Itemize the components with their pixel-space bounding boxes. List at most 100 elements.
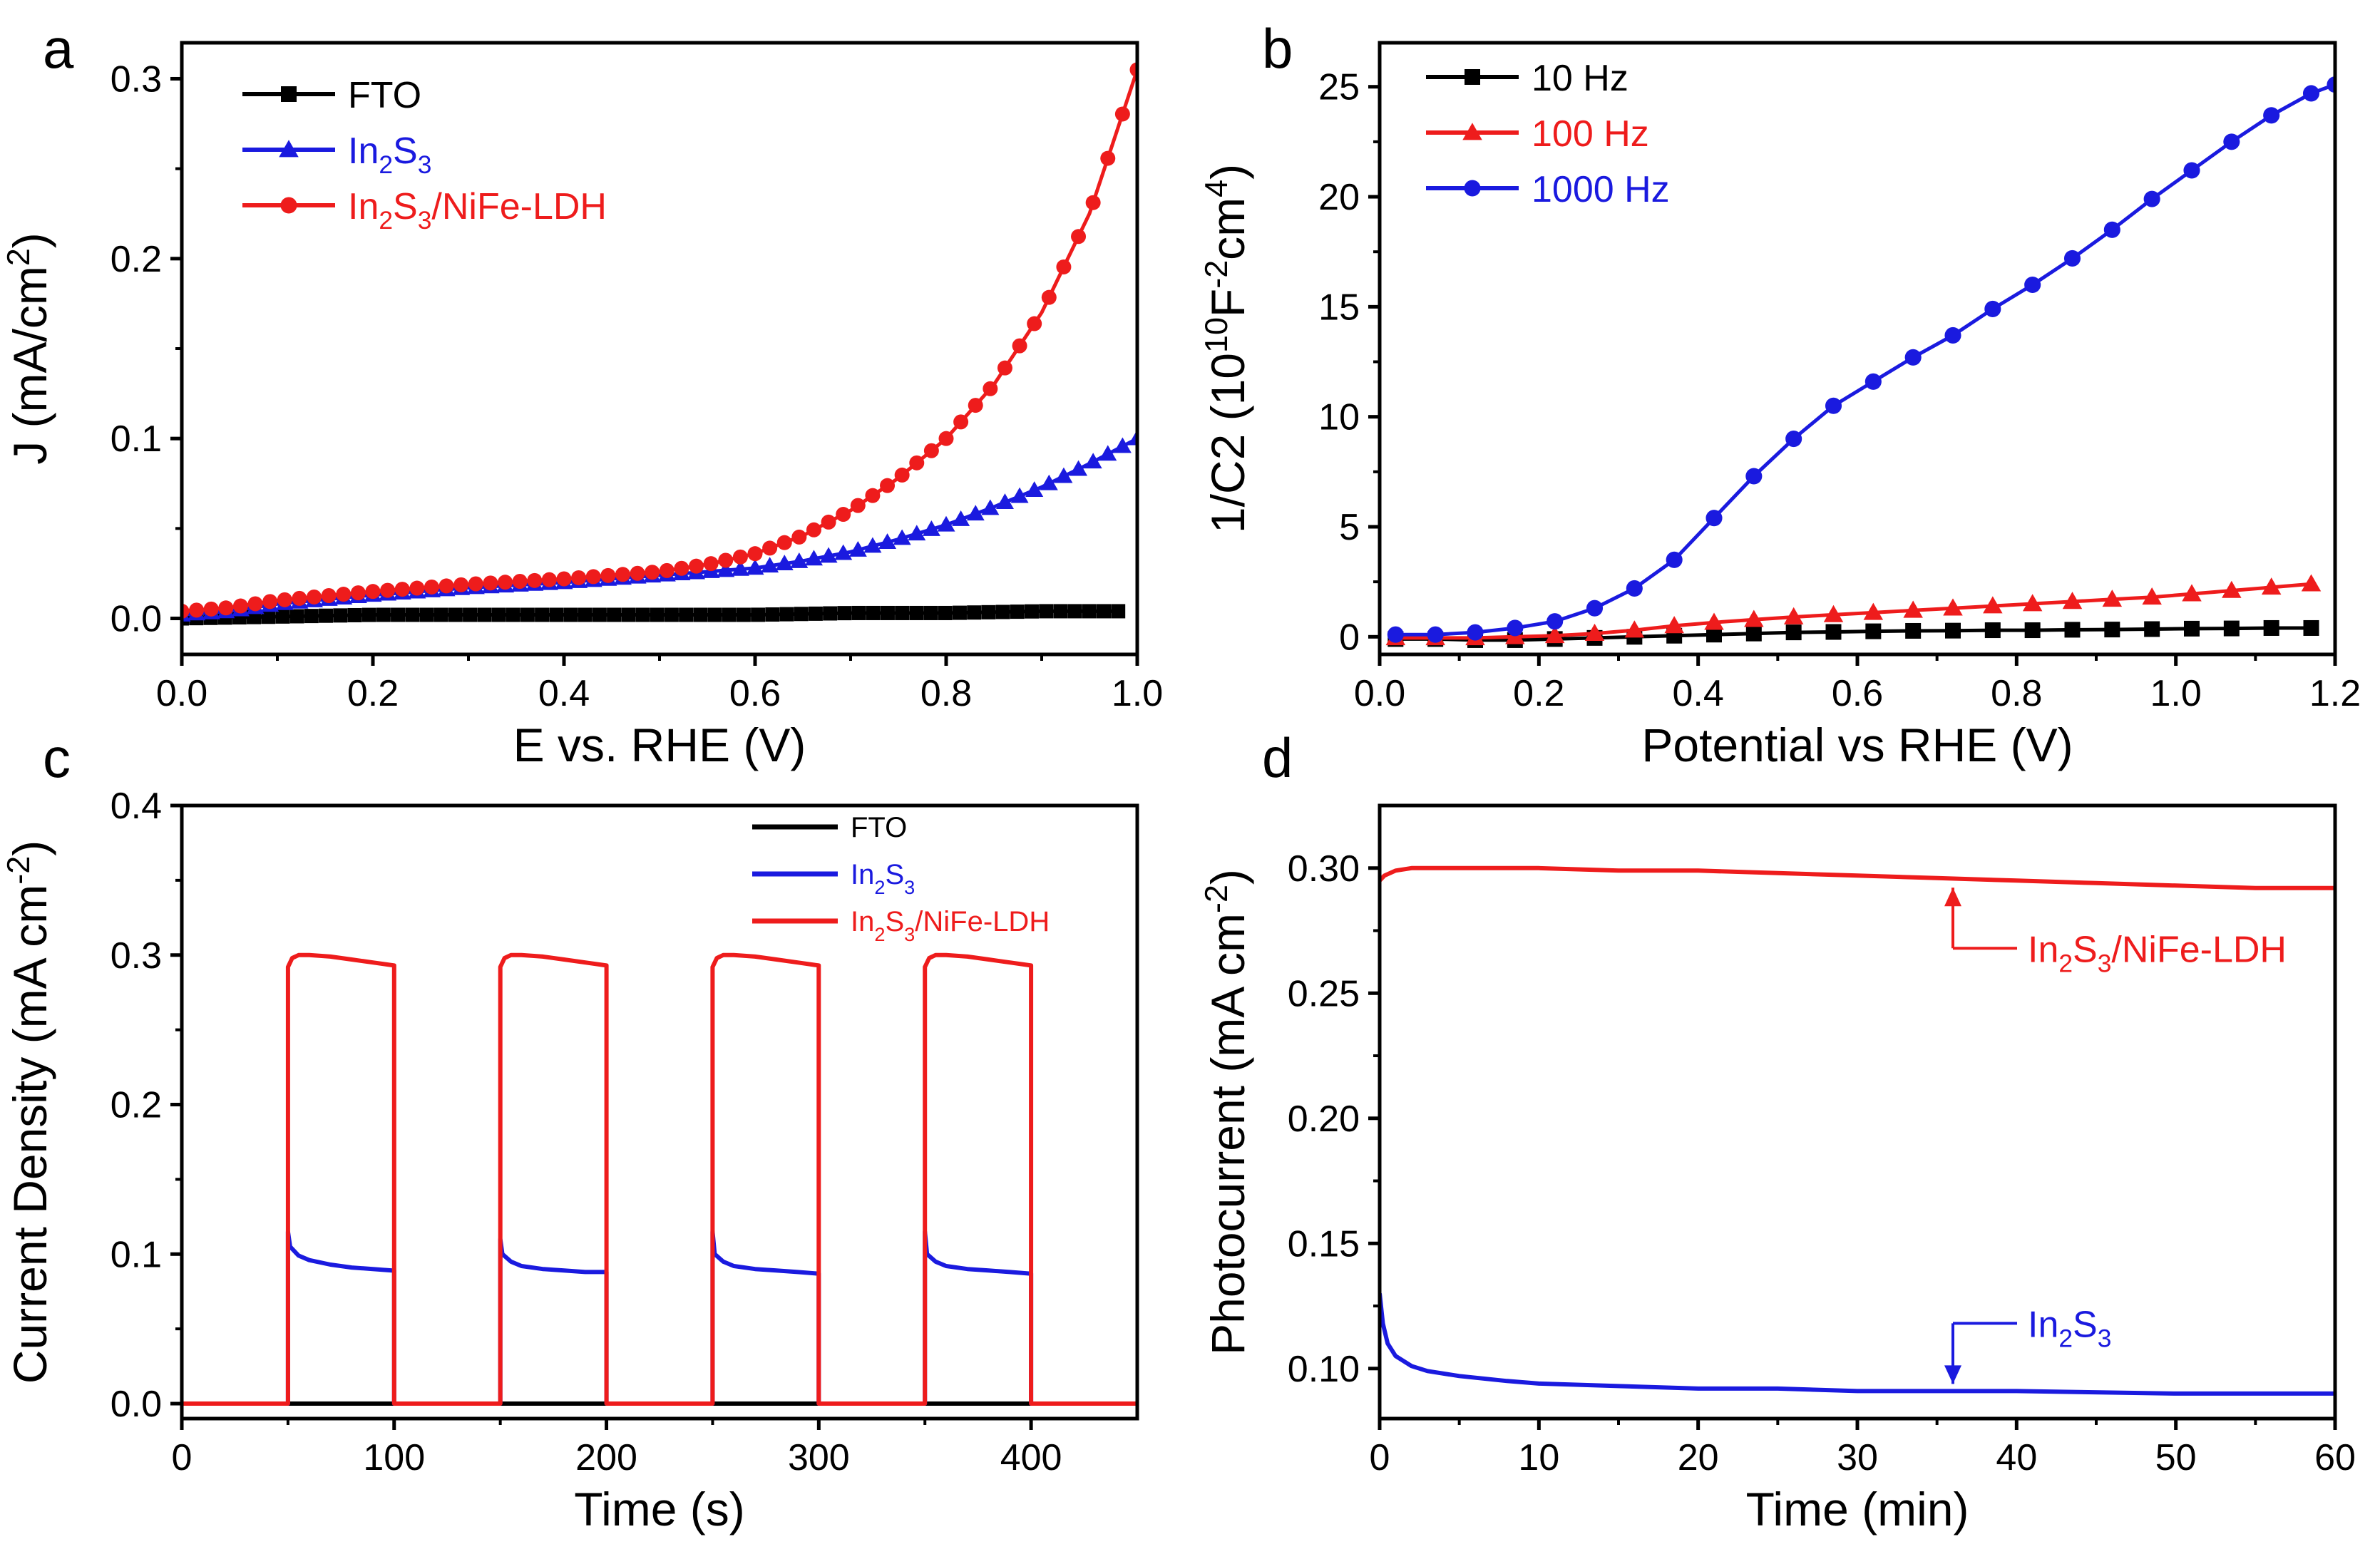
plot-area-d — [1380, 865, 2335, 1396]
annotation-arrowhead-1 — [1944, 1365, 1961, 1384]
y-tick-label-a-1: 0.1 — [111, 418, 162, 460]
y-tick-label-b-4: 20 — [1318, 177, 1360, 218]
axes-frame-a — [180, 41, 1139, 657]
data-point-b-2-23 — [2302, 85, 2320, 102]
y-tick-label-d-4: 0.30 — [1288, 848, 1360, 890]
data-point-a-2-5 — [247, 596, 263, 612]
data-point-a-0-20 — [463, 607, 478, 622]
data-point-a-2-31 — [630, 565, 645, 581]
data-point-a-2-34 — [674, 560, 689, 576]
data-point-a-0-48 — [866, 605, 881, 620]
series-line-a-1 — [182, 436, 1137, 617]
data-point-a-2-58 — [1027, 316, 1042, 331]
data-point-a-1-49 — [893, 529, 911, 545]
data-point-a-2-25 — [541, 572, 557, 587]
data-point-b-1-4 — [1544, 626, 1565, 644]
x-axis-label-d: Time (min) — [1746, 1483, 1969, 1535]
data-point-a-2-32 — [645, 565, 660, 580]
series-line-d-0 — [1380, 865, 2335, 890]
data-point-a-0-14 — [376, 607, 391, 622]
data-point-a-0-27 — [563, 607, 578, 622]
data-point-a-0-37 — [707, 607, 722, 622]
x-tick-label-d-3: 30 — [1837, 1437, 1878, 1478]
panel-b: b 0.0 0.2 0.4 0.6 0.8 1.0 1.2 0 5 10 15 20 25 Potentia… — [1198, 17, 2361, 771]
data-point-a-0-49 — [880, 605, 895, 620]
data-point-a-0-11 — [333, 608, 348, 623]
series-line-c-1 — [182, 1229, 1137, 1406]
data-point-b-2-12 — [1864, 373, 1882, 390]
data-point-b-1-7 — [1664, 616, 1684, 634]
y-tick-label-b-1: 5 — [1339, 507, 1360, 548]
legend-marker-b-0 — [1465, 69, 1480, 85]
x-tick-label-c-3: 300 — [788, 1437, 850, 1478]
y-tick-label-d-3: 0.25 — [1288, 973, 1360, 1014]
data-point-a-0-15 — [391, 607, 406, 622]
x-tick-label-b-3: 0.6 — [1832, 673, 1883, 714]
legend-marker-a-0 — [281, 86, 297, 102]
data-point-a-2-27 — [571, 570, 587, 585]
data-point-a-1-40 — [761, 557, 779, 573]
data-point-b-0-10 — [1785, 624, 1802, 641]
series-line-b-1 — [1395, 582, 2312, 640]
data-point-b-1-5 — [1584, 623, 1605, 641]
data-point-b-2-4 — [1547, 613, 1564, 630]
data-point-a-1-53 — [952, 510, 970, 526]
x-axis-label-a: E vs. RHE (V) — [513, 719, 806, 771]
data-point-a-2-40 — [762, 540, 778, 556]
data-point-a-0-41 — [765, 607, 780, 622]
data-point-b-2-19 — [2143, 190, 2160, 207]
legend-c: FTO In2S3 In2S3/NiFe-LDH — [752, 812, 1050, 945]
panel-label-a: a — [43, 17, 74, 80]
data-point-b-2-7 — [1666, 551, 1683, 568]
data-point-a-2-14 — [380, 582, 396, 598]
data-point-b-0-11 — [1825, 624, 1842, 640]
x-tick-label-d-6: 60 — [2314, 1437, 2356, 1478]
data-point-a-0-55 — [967, 605, 982, 620]
data-point-a-0-17 — [419, 607, 434, 622]
annotation-d-1: In2S3 — [1944, 1304, 2111, 1384]
data-point-a-2-65 — [1129, 62, 1137, 78]
data-point-a-1-46 — [848, 540, 867, 557]
data-point-b-0-14 — [1945, 622, 1961, 639]
data-point-a-2-62 — [1085, 195, 1101, 210]
data-point-a-0-29 — [592, 607, 607, 622]
data-point-a-2-44 — [821, 514, 836, 530]
legend-label-b-0: 10 Hz — [1532, 58, 1628, 99]
y-tick-label-d-1: 0.15 — [1288, 1223, 1360, 1265]
x-tick-label-b-0: 0.0 — [1354, 673, 1405, 714]
data-point-a-0-51 — [909, 605, 924, 620]
x-tick-label-b-6: 1.2 — [2309, 673, 2361, 714]
data-point-a-0-6 — [261, 609, 276, 624]
data-point-a-0-10 — [319, 608, 334, 623]
data-point-a-1-63 — [1099, 445, 1117, 461]
data-point-a-2-7 — [277, 592, 292, 607]
legend-label-a-0: FTO — [348, 75, 421, 116]
data-point-a-2-15 — [394, 582, 410, 597]
data-point-b-1-19 — [2142, 587, 2162, 605]
data-point-a-0-60 — [1039, 604, 1054, 619]
legend-marker-b-2 — [1464, 180, 1481, 197]
data-point-b-2-3 — [1507, 619, 1524, 637]
data-point-a-1-60 — [1055, 467, 1073, 483]
data-point-a-1-56 — [995, 493, 1014, 510]
data-point-b-2-21 — [2223, 133, 2240, 150]
data-point-a-1-62 — [1084, 453, 1102, 469]
data-point-a-0-54 — [952, 605, 967, 620]
data-point-a-2-13 — [365, 584, 381, 600]
data-point-a-0-8 — [289, 609, 304, 624]
data-point-a-1-45 — [834, 544, 853, 560]
data-point-a-2-8 — [292, 590, 307, 606]
data-point-a-2-35 — [689, 558, 704, 574]
data-point-a-0-50 — [895, 605, 910, 620]
y-axis-label-c: Current Density (mA cm-2) — [0, 840, 56, 1384]
data-point-a-1-39 — [746, 559, 764, 575]
annotation-label-1: In2S3 — [2028, 1304, 2111, 1352]
legend-marker-b-1 — [1462, 123, 1482, 140]
data-point-a-2-6 — [262, 594, 278, 609]
data-point-a-2-9 — [307, 589, 322, 604]
data-point-a-0-33 — [650, 607, 665, 622]
data-point-a-0-23 — [506, 607, 520, 622]
data-point-b-0-8 — [1706, 627, 1722, 643]
data-point-b-0-21 — [2223, 620, 2240, 637]
